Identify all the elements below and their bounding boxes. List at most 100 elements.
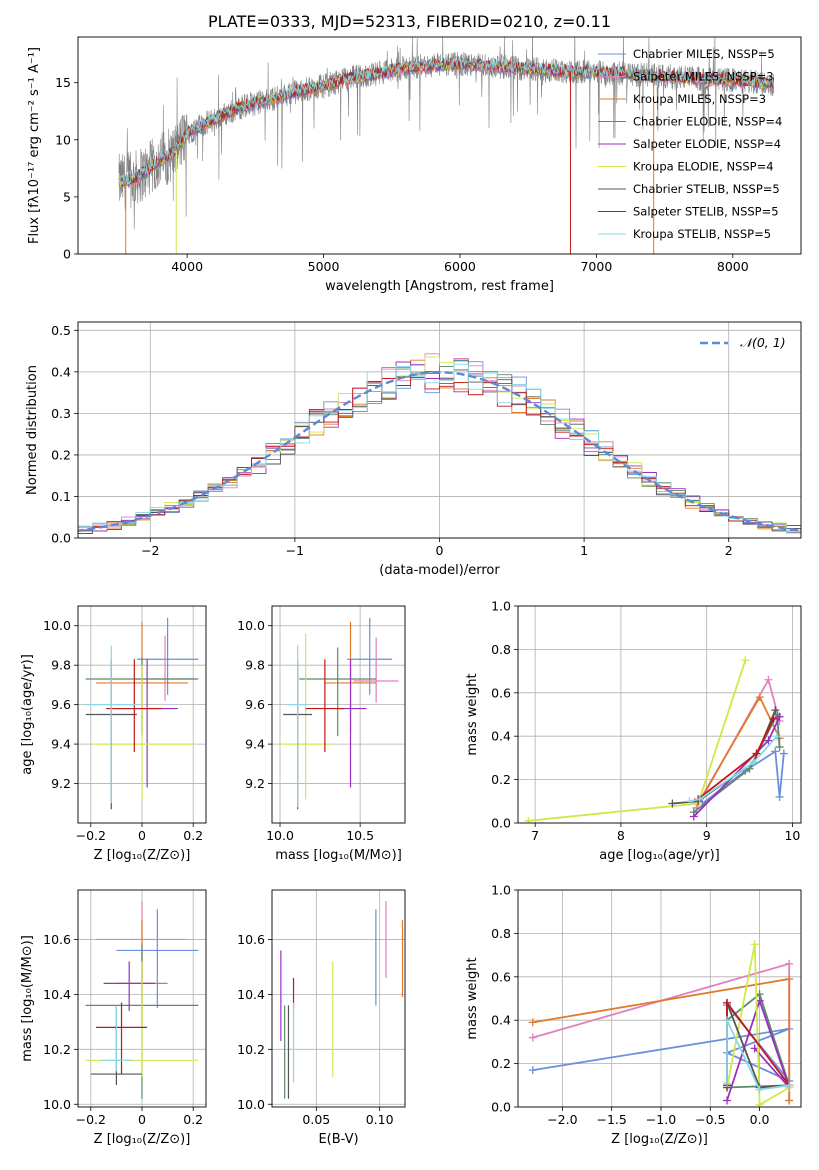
- weight-marker: [775, 743, 784, 752]
- y-tick-label: 0.2: [491, 1056, 511, 1071]
- y-axis-label: mass [log₁₀(M/M⊙)]: [20, 935, 35, 1062]
- y-tick-label: 0.0: [491, 816, 511, 831]
- weight-marker: [524, 816, 533, 823]
- y-tick-label: 0.1: [51, 489, 71, 504]
- y-tick-label: 0.4: [491, 729, 511, 744]
- error-point: [101, 1005, 132, 1072]
- weight-marker: [785, 959, 794, 968]
- weight-line-kroupa-elodie: [726, 944, 790, 1107]
- weight-marker: [528, 1066, 537, 1075]
- panel-mass_weight_vs_Z: −2.0 −1.5 −1.0 −0.5 0.0 0.0 0.2 0.4 0.6 0.8 1.0 Z […: [465, 883, 802, 1147]
- weight-marker: [723, 1016, 732, 1025]
- y-tick-label: 10.2: [43, 1042, 71, 1057]
- x-axis-label: wavelength [Angstrom, rest frame]: [325, 279, 554, 294]
- x-tick-label: 0.10: [366, 1112, 394, 1127]
- panel-mass_vs_Z: −0.2 0 0.2 10.0 10.2 10.4 10.6 Z [log₁₀(Z/Z⊙)] m…: [20, 889, 207, 1147]
- weight-marker: [764, 675, 773, 684]
- weight-marker: [741, 656, 750, 665]
- x-axis-label: mass [log₁₀(M/M⊙)]: [275, 848, 402, 863]
- y-tick-label: 0.4: [51, 364, 71, 379]
- x-tick-label: 7000: [580, 259, 612, 274]
- y-tick-label: 0.6: [491, 969, 511, 984]
- x-tick-label: 0.2: [183, 1112, 203, 1127]
- legend-label: Chabrier STELIB, NSSP=5: [633, 182, 780, 196]
- x-tick-label: −1.5: [596, 1112, 626, 1127]
- y-tick-label: 0.6: [491, 685, 511, 700]
- normal-curve: [78, 371, 801, 532]
- y-axis-label: mass weight: [465, 673, 480, 755]
- plot-area-age_vs_Z: [85, 617, 199, 810]
- x-tick-label: 10: [784, 828, 800, 843]
- x-axis-label: Z [log₁₀(Z/Z⊙)]: [611, 1132, 708, 1147]
- weight-line-kroupa-miles: [697, 695, 781, 804]
- y-axis-label: Normed distribution: [25, 365, 40, 495]
- x-axis-label: (data-model)/error: [379, 563, 500, 578]
- weight-marker: [755, 1100, 764, 1107]
- plot-area-mass_weight_vs_Z: [528, 940, 794, 1107]
- legend-label: Chabrier ELODIE, NSSP=4: [633, 115, 782, 129]
- error-point: [85, 961, 199, 1077]
- weight-marker: [775, 712, 784, 721]
- plot-area-age_vs_mass: [280, 617, 399, 810]
- error-point: [305, 659, 345, 752]
- error-point: [353, 637, 399, 703]
- axes-frame: [77, 321, 802, 539]
- x-axis-label: Z [log₁₀(Z/Z⊙)]: [94, 1132, 191, 1147]
- weight-marker: [771, 747, 780, 756]
- x-tick-label: 6000: [444, 259, 476, 274]
- plot-area-mass_vs_ebv: [280, 900, 404, 1099]
- y-axis-label: Flux [fλ10⁻¹⁷ erg cm⁻² s⁻¹ A⁻¹]: [27, 47, 42, 244]
- plot-area-spectrum: [118, 37, 775, 254]
- plot-area-mass_weight_vs_age: [524, 656, 788, 823]
- y-tick-label: 9.4: [245, 737, 265, 752]
- y-tick-label: 9.6: [51, 697, 71, 712]
- y-axis-label: mass weight: [465, 957, 480, 1039]
- weight-marker: [771, 706, 780, 715]
- y-tick-label: 10.0: [237, 618, 265, 633]
- y-tick-label: 0.2: [51, 447, 71, 462]
- x-tick-label: 0: [138, 1112, 146, 1127]
- y-tick-label: 9.8: [51, 658, 71, 673]
- x-axis-label: E(B-V): [318, 1132, 358, 1147]
- weight-marker: [750, 940, 759, 949]
- model-kroupa-stelib: [118, 56, 775, 185]
- weight-marker: [695, 795, 704, 804]
- weight-marker: [723, 1096, 732, 1105]
- y-tick-label: 0.4: [491, 1013, 511, 1028]
- x-tick-label: 7: [531, 828, 539, 843]
- weight-marker: [755, 693, 764, 702]
- weight-line-kroupa-stelib: [689, 735, 778, 803]
- weight-line-kroupa-stelib: [726, 1019, 790, 1091]
- y-tick-label: 10.0: [43, 1097, 71, 1112]
- y-tick-label: 10.6: [237, 932, 265, 947]
- axes-frame: [77, 889, 207, 1108]
- x-tick-label: −2: [141, 543, 159, 558]
- x-tick-label: 8: [617, 828, 625, 843]
- weight-marker: [528, 1033, 537, 1042]
- x-tick-label: 10.0: [266, 828, 294, 843]
- x-tick-label: −0.2: [76, 1112, 106, 1127]
- x-tick-label: −1.0: [646, 1112, 676, 1127]
- y-tick-label: 10.0: [237, 1097, 265, 1112]
- y-tick-label: 9.4: [51, 737, 71, 752]
- y-tick-label: 9.2: [245, 776, 265, 791]
- x-tick-label: 0.05: [302, 1112, 330, 1127]
- weight-marker: [755, 1085, 764, 1094]
- legend-label: Chabrier MILES, NSSP=5: [633, 47, 775, 61]
- weight-marker: [785, 974, 794, 983]
- weight-marker: [723, 1079, 732, 1088]
- x-tick-label: −1: [286, 543, 304, 558]
- error-point: [85, 645, 137, 804]
- legend-label: Kroupa ELODIE, NSSP=4: [633, 160, 774, 174]
- x-tick-label: −2.0: [547, 1112, 577, 1127]
- y-tick-label: 1.0: [491, 883, 511, 898]
- weight-marker: [769, 714, 778, 723]
- y-tick-label: 0.3: [51, 406, 71, 421]
- legend-label: 𝒩(0, 1): [740, 335, 786, 350]
- x-tick-label: 4000: [171, 259, 203, 274]
- error-point: [299, 647, 377, 737]
- y-tick-label: 10.2: [237, 1042, 265, 1057]
- y-tick-label: 0.5: [51, 323, 71, 338]
- y-tick-label: 9.2: [51, 776, 71, 791]
- axes-frame: [77, 605, 207, 824]
